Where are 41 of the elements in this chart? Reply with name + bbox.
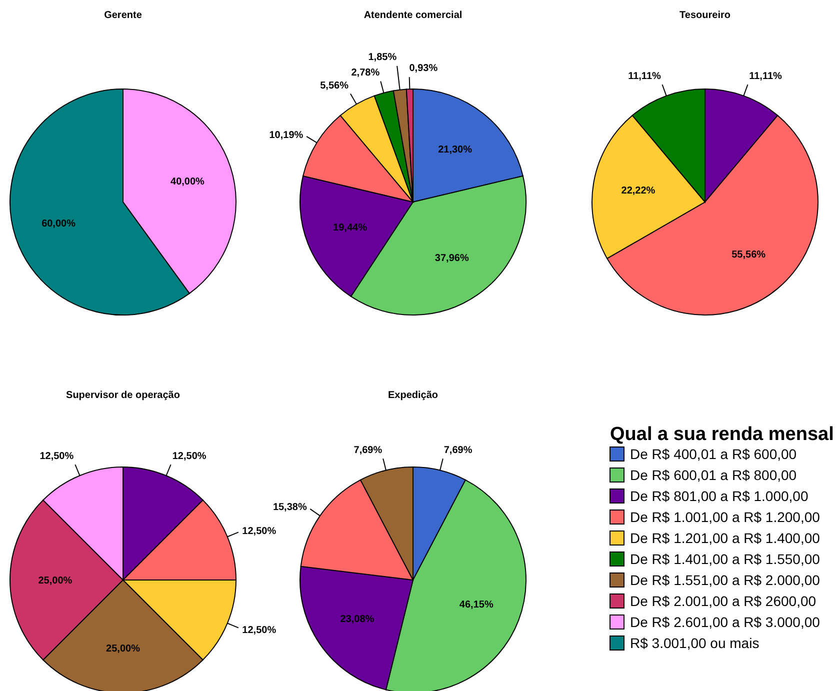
data-label: 22,22% bbox=[621, 186, 656, 197]
data-label: 11,11% bbox=[749, 70, 782, 82]
data-label: 7,69% bbox=[354, 444, 382, 456]
text: Qual a sua renda mensal bbox=[610, 424, 834, 445]
data-label: 40,00% bbox=[170, 176, 205, 188]
data-label: 2,78% bbox=[351, 67, 380, 78]
chart-title: Atendente comercial bbox=[364, 10, 462, 21]
chart-title: Expedição bbox=[388, 390, 438, 401]
data-label: 55,56% bbox=[732, 249, 766, 260]
data-label: 5,56% bbox=[320, 80, 349, 92]
category-label: De R$ 1.201,00 a R$ 1.400,00 bbox=[630, 530, 820, 546]
category-label: De R$ 2.001,00 a R$ 2600,00 bbox=[630, 593, 816, 609]
category-label: De R$ 600,01 a R$ 800,00 bbox=[630, 467, 797, 483]
chart-title: Supervisor de operação bbox=[66, 390, 180, 401]
category-label: De R$ 400,01 a R$ 600,00 bbox=[630, 446, 797, 462]
data-label: 1,85% bbox=[368, 52, 397, 63]
data-label: 23,08% bbox=[340, 614, 374, 626]
category-label: De R$ 1.001,00 a R$ 1.200,00 bbox=[630, 509, 820, 525]
data-label: 21,30% bbox=[438, 144, 472, 156]
data-label: 12,50% bbox=[242, 624, 276, 636]
data-label: 25,00% bbox=[38, 576, 72, 586]
category-label: De R$ 2.601,00 a R$ 3.000,00 bbox=[630, 614, 820, 630]
data-label: 12,50% bbox=[172, 450, 206, 462]
category-label: De R$ 1.551,00 a R$ 2.000,00 bbox=[630, 572, 820, 588]
data-label: 7,69% bbox=[444, 444, 472, 456]
data-label: 15,38% bbox=[272, 502, 307, 514]
data-label: 12,50% bbox=[242, 526, 276, 538]
data-label: 11,11% bbox=[628, 70, 661, 82]
category-label: De R$ 801,00 a R$ 1.000,00 bbox=[630, 488, 808, 504]
chart-title: Tesoureiro bbox=[680, 10, 730, 21]
data-label: 12,50% bbox=[40, 450, 74, 462]
chart-title: Gerente bbox=[104, 10, 142, 21]
data-label: 60,00% bbox=[42, 218, 76, 230]
category-label: R$ 3.001,00 ou mais bbox=[630, 635, 760, 651]
category-label: De R$ 1.401,00 a R$ 1.550,00 bbox=[630, 551, 820, 567]
data-label: 19,44% bbox=[333, 222, 368, 234]
data-label: 0,93% bbox=[409, 63, 438, 74]
data-label: 46,15% bbox=[459, 600, 494, 611]
data-label: 10,19% bbox=[269, 130, 304, 141]
data-label: 25,00% bbox=[106, 643, 140, 654]
data-label: 37,96% bbox=[434, 253, 469, 264]
